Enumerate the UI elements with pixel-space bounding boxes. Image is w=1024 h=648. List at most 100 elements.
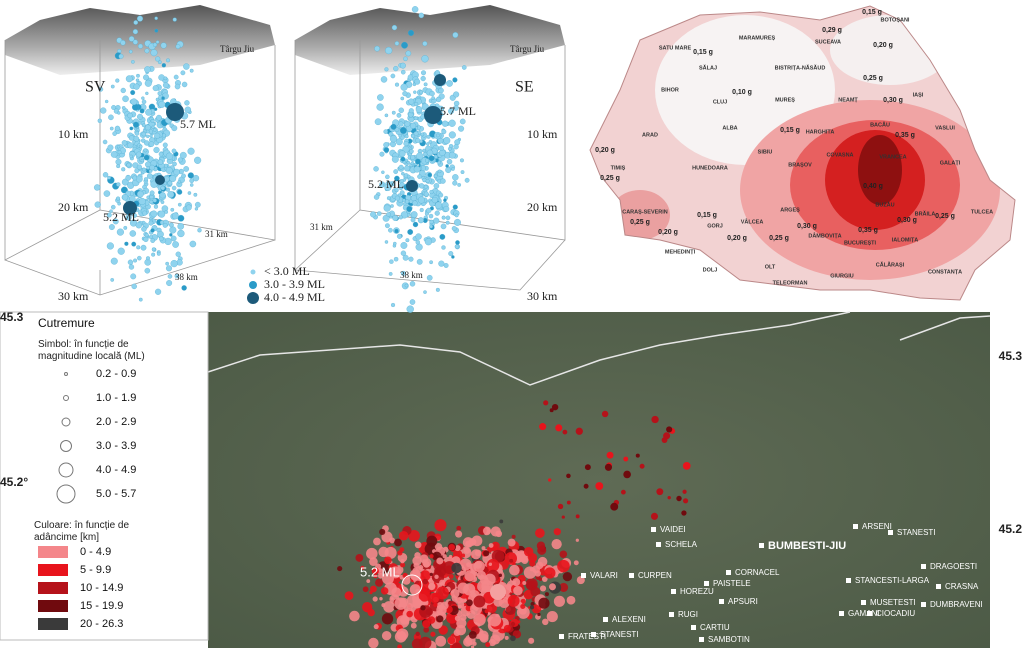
- event-dot: [146, 195, 150, 199]
- event-dot: [373, 166, 379, 172]
- event-dot: [398, 215, 403, 220]
- event-dot: [139, 108, 145, 114]
- event-dot: [155, 97, 160, 102]
- event-dot: [473, 560, 485, 573]
- event-dot: [194, 201, 201, 208]
- event-dot: [406, 174, 411, 179]
- event-dot: [650, 512, 659, 520]
- event-dot: [165, 187, 170, 192]
- event-dot: [398, 107, 404, 113]
- event-dot: [128, 36, 135, 42]
- place-marker: [719, 599, 724, 604]
- event-dot: [676, 495, 682, 502]
- county-label: GIURGIU: [830, 273, 854, 279]
- event-dot: [180, 70, 186, 76]
- event-dot: [386, 212, 391, 217]
- event-dot: [167, 180, 173, 186]
- place-marker: [704, 581, 709, 586]
- event-dot: [503, 624, 511, 632]
- box: [4, 40, 276, 296]
- event-dot: [400, 558, 405, 564]
- event-dot: [443, 263, 449, 268]
- event-dot: [464, 177, 470, 183]
- place-label: CIOCADIU: [876, 609, 915, 618]
- event-dot: [433, 174, 438, 179]
- event-dot: [379, 183, 384, 188]
- event-dot: [544, 567, 556, 579]
- event-dot: [116, 164, 121, 169]
- event-dot: [362, 586, 369, 593]
- place-label: DRAGOESTI: [930, 562, 977, 571]
- pga-value: 0,25 g: [630, 219, 650, 226]
- event-dot: [398, 164, 404, 170]
- county-label: VASLUI: [935, 125, 955, 131]
- event-dot: [435, 287, 440, 292]
- event-dot: [106, 212, 112, 218]
- event-dot: [156, 114, 162, 121]
- event-dot: [429, 260, 433, 265]
- event-dot: [415, 243, 423, 251]
- event-dot: [396, 233, 402, 239]
- event-dot: [424, 158, 430, 163]
- place-label: CARTIU: [700, 623, 730, 632]
- event-dot: [478, 630, 489, 641]
- event-dot: [165, 152, 174, 160]
- event-dot: [102, 139, 108, 145]
- event-dot: [133, 83, 140, 90]
- event-dot: [417, 174, 422, 179]
- legend-subtitle: Culoare: în funcție de adâncime [km]: [34, 520, 129, 543]
- event-dot: [418, 565, 424, 571]
- pga-value: 0,29 g: [822, 27, 842, 34]
- event-dot: [595, 482, 604, 490]
- event-dot: [380, 587, 389, 595]
- event-dot: [401, 574, 423, 596]
- event-dot: [414, 78, 421, 85]
- event-dot: [516, 605, 530, 619]
- event-dot: [452, 174, 459, 181]
- event-dot: [430, 631, 436, 637]
- event-dot: [111, 204, 116, 210]
- event-dot: [448, 131, 456, 139]
- event-dot: [369, 590, 373, 595]
- event-dot: [421, 70, 426, 76]
- place-marker: [839, 611, 844, 616]
- place-marker: [921, 602, 926, 607]
- event-dot: [431, 96, 435, 100]
- event-dot: [543, 400, 549, 406]
- event-dot: [425, 179, 430, 183]
- event-dot: [107, 144, 114, 151]
- event-dot: [408, 116, 415, 123]
- event-dot: [405, 199, 410, 204]
- texture: [93, 6, 691, 648]
- event-dot: [145, 91, 149, 96]
- event-dot: [453, 629, 461, 637]
- event-dot: [422, 41, 428, 47]
- depth-label: 30 km: [58, 289, 89, 303]
- event-dot: [194, 156, 202, 164]
- event-dot: [484, 609, 489, 614]
- event-dot: [539, 585, 547, 592]
- event-dot: [165, 167, 173, 174]
- event-dot: [130, 98, 138, 106]
- event-dot: [152, 85, 159, 92]
- event-dot: [377, 94, 384, 101]
- event-dot: [165, 261, 170, 266]
- event-dot: [604, 463, 613, 471]
- event-dot: [623, 456, 629, 462]
- event-dot: [391, 24, 398, 31]
- view-label: SE: [515, 79, 534, 96]
- event-dot: [172, 241, 179, 248]
- event-dot: [135, 151, 142, 158]
- event-dot: [398, 133, 402, 138]
- event-dot: [538, 597, 550, 609]
- event-dot: [409, 584, 421, 596]
- event-dot: [149, 164, 155, 171]
- event-dot: [138, 43, 143, 49]
- event-dot: [118, 53, 124, 59]
- event-dot: [370, 211, 377, 218]
- event-dot: [337, 565, 343, 572]
- event-dot: [143, 74, 149, 81]
- event-dot: [130, 90, 136, 96]
- event-dot: [450, 588, 460, 598]
- event-dot: [131, 283, 137, 290]
